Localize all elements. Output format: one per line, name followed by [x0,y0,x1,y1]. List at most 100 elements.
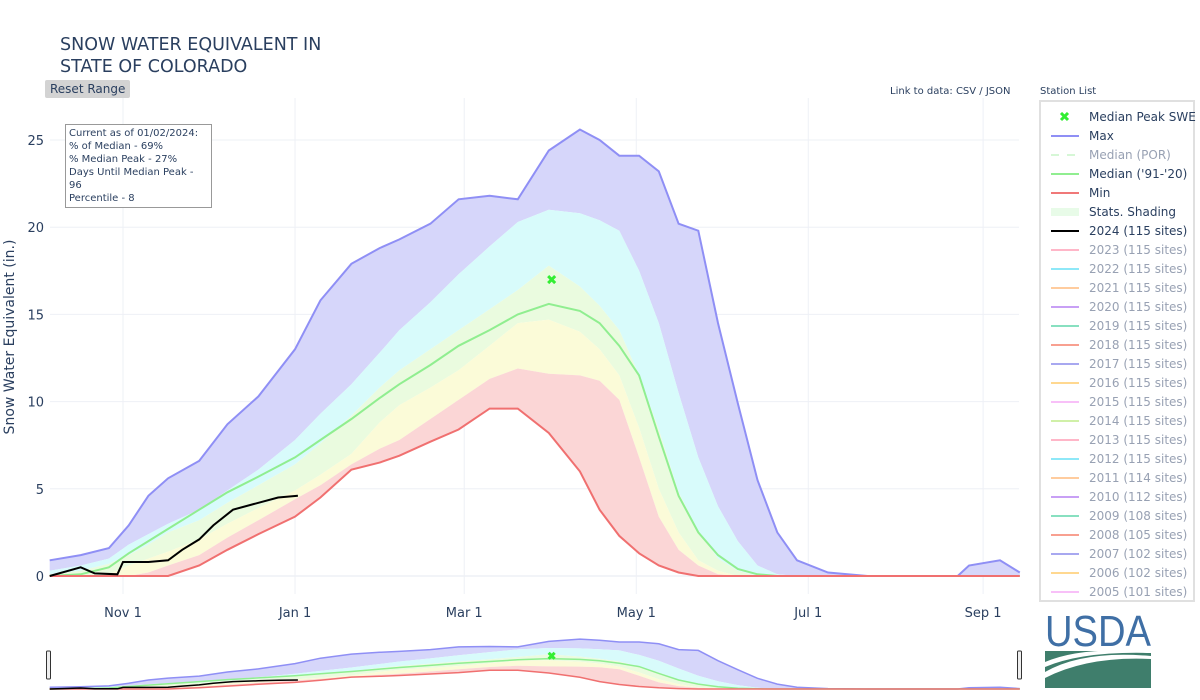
legend-label: Max [1089,128,1114,143]
y-tick-label: 20 [27,221,44,236]
legend-item[interactable]: 2006 (102 sites) [1049,563,1187,582]
legend-swatch [1049,283,1081,293]
legend-label: 2019 (115 sites) [1089,318,1188,333]
legend-item[interactable]: 2005 (101 sites) [1049,582,1187,601]
stats-shading-band [49,639,1020,689]
series-line-max [49,128,1021,577]
legend-item[interactable]: 2016 (115 sites) [1049,373,1187,392]
legend-item[interactable]: Median (POR) [1049,145,1171,164]
chart-title-line-1: SNOW WATER EQUIVALENT IN [60,35,322,55]
reset-range-button[interactable]: Reset Range [45,80,131,98]
stats-shading-band [49,660,1020,689]
legend-item[interactable]: 2021 (115 sites) [1049,278,1187,297]
legend-swatch [1049,473,1081,483]
legend-item[interactable]: 2023 (115 sites) [1049,240,1187,259]
legend-label: Median ('91-'20) [1089,166,1188,181]
y-tick-label: 5 [36,483,44,498]
legend-item[interactable]: 2022 (115 sites) [1049,259,1187,278]
legend-item[interactable]: Stats. Shading [1049,202,1176,221]
stats-line: % of Median - 69% [69,141,164,152]
legend-item[interactable]: 2015 (115 sites) [1049,392,1187,411]
legend-label: 2013 (115 sites) [1089,432,1188,447]
stats-line: Days Until Median Peak - 96 [69,167,194,191]
legend-label: Stats. Shading [1089,204,1177,219]
series-line-max [49,638,1020,690]
legend-item[interactable]: 2012 (115 sites) [1049,449,1187,468]
x-tick-label: Sep 1 [965,606,1002,621]
legend-swatch [1049,264,1081,274]
legend-swatch [1049,359,1081,369]
legend-item[interactable]: 2009 (108 sites) [1049,506,1187,525]
legend-label: 2011 (114 sites) [1089,470,1188,485]
legend-item[interactable]: 2020 (115 sites) [1049,297,1187,316]
legend-label: 2010 (112 sites) [1089,489,1188,504]
x-tick-label: Mar 1 [446,606,483,621]
legend-swatch [1049,454,1081,464]
legend: Median Peak SWE Max Median (POR) Median ('9… [1039,100,1196,602]
legend-swatch [1049,131,1081,141]
range-slider[interactable] [46,636,1022,692]
main-plot [49,128,1021,577]
x-tick-label: Jul 1 [793,606,822,621]
y-axis-title: Snow Water Equivalent (in.) [2,240,18,435]
legend-label: 2016 (115 sites) [1089,375,1188,390]
legend-label: 2007 (102 sites) [1089,546,1188,561]
legend-swatch [1049,207,1081,217]
y-tick-label: 25 [27,134,44,149]
legend-item[interactable]: Max [1049,126,1114,145]
legend-label: 2017 (115 sites) [1089,356,1188,371]
legend-item[interactable]: 2019 (115 sites) [1049,316,1187,335]
legend-label: 2022 (115 sites) [1089,261,1188,276]
station-list-link[interactable]: Station List [1040,86,1097,97]
x-tick-label: May 1 [617,606,656,621]
legend-label: Min [1089,185,1111,200]
legend-item[interactable]: 2010 (112 sites) [1049,487,1187,506]
median-peak-marker [547,274,557,285]
legend-item[interactable]: 2011 (114 sites) [1049,468,1187,487]
legend-label: 2015 (115 sites) [1089,394,1188,409]
legend-item[interactable]: 2024 (115 sites) [1049,221,1187,240]
legend-label: Median (POR) [1089,147,1171,162]
legend-label: Median Peak SWE [1089,109,1196,124]
legend-swatch [1049,397,1081,407]
stats-shading-band [49,319,1020,576]
json-link[interactable]: JSON [985,86,1011,97]
data-links: Link to data: CSV / JSON [890,86,1011,97]
legend-item[interactable]: 2008 (105 sites) [1049,525,1187,544]
series-line-min [49,407,1020,577]
stats-line: Percentile - 8 [69,193,135,204]
legend-label: 2020 (115 sites) [1089,299,1188,314]
range-slider-handle[interactable] [1017,650,1022,680]
legend-item[interactable]: 2007 (102 sites) [1049,544,1187,563]
csv-link[interactable]: CSV [955,86,977,97]
legend-item[interactable]: 2013 (115 sites) [1049,430,1187,449]
x-marker-icon [1049,111,1081,122]
legend-swatch [1049,188,1081,198]
stats-shading-band [49,209,1020,577]
legend-item[interactable]: 2018 (115 sites) [1049,335,1187,354]
stats-shading-band [49,368,1020,576]
legend-swatch [1049,321,1081,331]
x-tick-label: Nov 1 [104,606,142,621]
range-slider-handle[interactable] [46,650,51,680]
stats-line: % Median Peak - 27% [69,154,178,165]
x-tick-label: Jan 1 [278,606,311,621]
legend-item[interactable]: 2017 (115 sites) [1049,354,1187,373]
legend-label: 2006 (102 sites) [1089,565,1188,580]
legend-label: 2008 (105 sites) [1089,527,1188,542]
legend-swatch [1049,150,1081,160]
legend-label: 2009 (108 sites) [1089,508,1188,523]
legend-label: 2018 (115 sites) [1089,337,1188,352]
legend-swatch [1049,511,1081,521]
legend-swatch [1049,302,1081,312]
legend-swatch [1049,416,1081,426]
legend-label: 2014 (115 sites) [1089,413,1188,428]
legend-item[interactable]: 2014 (115 sites) [1049,411,1187,430]
legend-item[interactable]: Min [1049,183,1110,202]
legend-item[interactable]: Median Peak SWE [1049,107,1196,126]
legend-swatch [1049,568,1081,578]
legend-label: 2021 (115 sites) [1089,280,1188,295]
legend-item[interactable]: Median ('91-'20) [1049,164,1187,183]
legend-swatch [1049,587,1081,597]
